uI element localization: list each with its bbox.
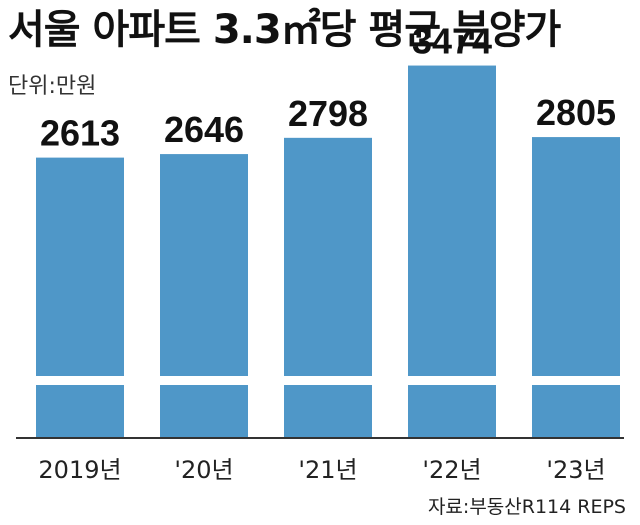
- bar-value-label: 2805: [536, 92, 616, 133]
- bar-break-band: [160, 376, 248, 385]
- x-tick-label: '23년: [546, 456, 605, 484]
- bar-value-label: 2646: [164, 109, 244, 150]
- bar-break-band: [284, 376, 372, 385]
- bar: [36, 157, 124, 438]
- source-note: 자료:부동산R114 REPS: [427, 496, 626, 518]
- bar-break-band: [532, 376, 620, 385]
- bar-value-label: 3474: [412, 21, 492, 62]
- x-tick-label: '21년: [298, 456, 357, 484]
- x-tick-label: '22년: [422, 456, 481, 484]
- bar: [532, 137, 620, 438]
- bar-break-band: [408, 376, 496, 385]
- bar: [408, 65, 496, 438]
- chart-title: 서울 아파트 3.3㎡당 평균 분양가: [8, 7, 561, 53]
- unit-label: 단위:만원: [8, 74, 97, 99]
- bar-break-band: [36, 376, 124, 385]
- x-tick-label: '20년: [174, 456, 233, 484]
- bar: [160, 154, 248, 437]
- bar: [284, 137, 372, 437]
- bar-value-label: 2798: [288, 93, 368, 134]
- bar-value-label: 2613: [40, 113, 120, 154]
- x-tick-label: 2019년: [38, 456, 121, 484]
